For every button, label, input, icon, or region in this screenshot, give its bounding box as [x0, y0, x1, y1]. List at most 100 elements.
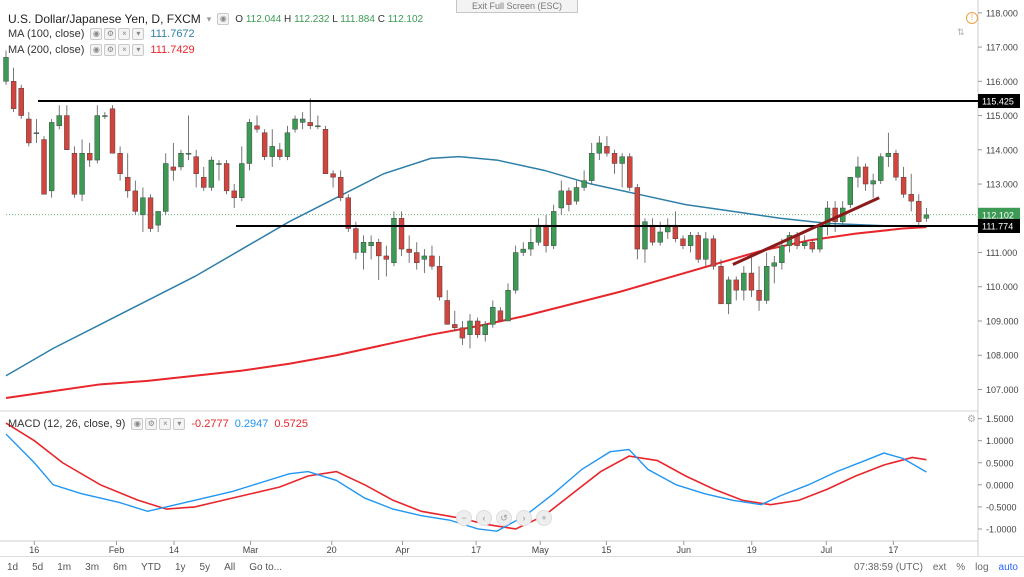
candle-body — [201, 176, 207, 188]
candle-body — [474, 320, 481, 335]
timeframe-3m[interactable]: 3m — [85, 561, 100, 573]
chart-nav-buttons[interactable]: − ‹ ↺ › + — [456, 510, 552, 526]
close-icon[interactable]: × — [118, 44, 131, 56]
candle-body — [193, 156, 199, 174]
time-tick-label: 16 — [29, 545, 39, 555]
candle-body — [748, 272, 755, 291]
price-label: 111.774 — [982, 222, 1013, 232]
macd-tick-label: 0.5000 — [986, 458, 1014, 468]
macd-legend[interactable]: MACD (12, 26, close, 9) ◉ ⚙ × ▾ -0.2777 0.2… — [8, 418, 308, 430]
candle-body — [566, 190, 572, 205]
price-label: 115.425 — [982, 97, 1014, 107]
chevron-down-icon[interactable]: ▾ — [206, 13, 212, 24]
macd-label[interactable]: MACD (12, 26, close, 9) — [8, 418, 126, 430]
candle-body — [132, 190, 138, 212]
settings-icon[interactable]: ⚙ — [145, 418, 158, 430]
percent-toggle[interactable]: % — [956, 561, 966, 573]
candle-body — [147, 197, 154, 229]
legend-controls[interactable]: ◉ — [217, 13, 230, 25]
zoom-in-icon[interactable]: + — [536, 510, 552, 526]
close-icon[interactable]: × — [118, 28, 131, 40]
scroll-left-icon[interactable]: ‹ — [476, 510, 492, 526]
ma100-controls[interactable]: ◉ ⚙ × ▾ — [90, 28, 145, 40]
log-toggle[interactable]: log — [975, 561, 989, 573]
candle-body — [847, 176, 854, 205]
candle-body — [436, 266, 443, 298]
candle-body — [756, 289, 762, 301]
candle-body — [908, 194, 914, 202]
candle-body — [429, 255, 435, 267]
candle-body — [558, 190, 564, 209]
candle-body — [109, 108, 116, 154]
ma100-label[interactable]: MA (100, close) — [8, 28, 85, 40]
close-icon[interactable]: × — [159, 418, 172, 430]
visibility-icon[interactable]: ◉ — [217, 13, 230, 25]
candle-body — [64, 115, 70, 150]
eye-icon[interactable]: ◉ — [90, 44, 103, 56]
candle-body — [421, 255, 428, 260]
timeframe-5y[interactable]: 5y — [199, 561, 211, 573]
timeframe-all[interactable]: All — [224, 561, 236, 573]
macd-tick-label: -0.5000 — [986, 502, 1017, 512]
warning-icon[interactable]: ! — [966, 12, 978, 24]
pane-settings-icon[interactable]: ⚙ — [967, 414, 976, 425]
macd-tick-label: 1.0000 — [986, 436, 1014, 446]
ma200-legend[interactable]: MA (200, close) ◉ ⚙ × ▾ 111.7429 — [8, 44, 195, 56]
timeframe-1d[interactable]: 1d — [7, 561, 19, 573]
candle-body — [763, 266, 770, 301]
candle-body — [117, 153, 123, 174]
price-tick-label: 107.000 — [986, 385, 1019, 395]
candle-body — [376, 242, 382, 257]
eye-icon[interactable]: ◉ — [131, 418, 144, 430]
status-area: 07:38:59 (UTC) ext % log auto — [854, 557, 1018, 577]
scroll-right-icon[interactable]: › — [516, 510, 532, 526]
ma100-value: 111.7672 — [150, 28, 195, 40]
more-icon[interactable]: ▾ — [132, 28, 145, 40]
more-icon[interactable]: ▾ — [173, 418, 186, 430]
price-label: 112.102 — [982, 210, 1014, 220]
ma200-label[interactable]: MA (200, close) — [8, 44, 85, 56]
arrows-icon[interactable]: ⇅ — [957, 27, 965, 37]
candle-body — [893, 153, 899, 178]
close-label: C — [377, 13, 385, 25]
timeframe-1m[interactable]: 1m — [57, 561, 72, 573]
more-icon[interactable]: ▾ — [132, 44, 145, 56]
candle-body — [10, 81, 17, 109]
timeframe-ytd[interactable]: YTD — [140, 561, 161, 573]
ma200-controls[interactable]: ◉ ⚙ × ▾ — [90, 44, 145, 56]
candle-body — [185, 153, 192, 155]
candle-body — [725, 279, 732, 305]
candle-body — [94, 115, 100, 161]
timeframe-1y[interactable]: 1y — [174, 561, 186, 573]
auto-toggle[interactable]: auto — [998, 561, 1018, 573]
macd-controls[interactable]: ◉ ⚙ × ▾ — [131, 418, 186, 430]
symbol-title[interactable]: U.S. Dollar/Japanese Yen, D, FXCM — [8, 12, 201, 26]
settings-icon[interactable]: ⚙ — [104, 44, 117, 56]
candle-body — [703, 238, 709, 260]
candle-body — [261, 132, 268, 157]
time-tick-label: Mar — [243, 545, 259, 555]
candle-body — [239, 163, 245, 198]
timeframe-goto[interactable]: Go to... — [249, 561, 283, 573]
settings-icon[interactable]: ⚙ — [104, 28, 117, 40]
low-value: 111.884 — [340, 13, 375, 25]
ext-toggle[interactable]: ext — [932, 561, 947, 573]
candle-body — [338, 176, 344, 198]
reset-icon[interactable]: ↺ — [496, 510, 512, 526]
ma100-legend[interactable]: MA (100, close) ◉ ⚙ × ▾ 111.7672 — [8, 28, 195, 40]
zoom-out-icon[interactable]: − — [456, 510, 472, 526]
candle-body — [26, 118, 32, 144]
candle-body — [315, 125, 321, 128]
timeframe-5d[interactable]: 5d — [32, 561, 44, 573]
timeframe-6m[interactable]: 6m — [113, 561, 127, 573]
macd-value: 0.2947 — [234, 418, 269, 430]
candle-body — [18, 87, 24, 116]
exit-fullscreen-button[interactable]: Exit Full Screen (ESC) — [456, 0, 578, 13]
candle-body — [406, 248, 412, 253]
candle-body — [391, 218, 397, 263]
eye-icon[interactable]: ◉ — [90, 28, 103, 40]
candle-body — [900, 176, 907, 195]
candle-body — [657, 231, 663, 243]
